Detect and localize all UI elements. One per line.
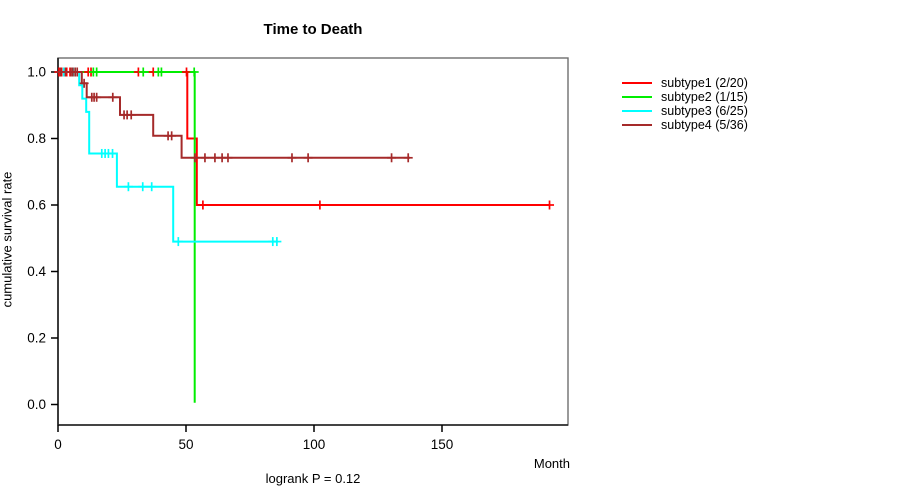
- legend-item-subtype1: subtype1 (2/20): [622, 76, 748, 90]
- logrank-annotation: logrank P = 0.12: [265, 471, 361, 486]
- legend-item-subtype2: subtype2 (1/15): [622, 90, 748, 104]
- legend: subtype1 (2/20) subtype2 (1/15) subtype3…: [622, 76, 748, 132]
- y-axis-title: cumulative survival rate: [0, 171, 15, 308]
- y-tick-label: 0.8: [27, 131, 46, 146]
- legend-item-subtype4: subtype4 (5/36): [622, 118, 748, 132]
- y-tick-label: 0.2: [27, 331, 46, 346]
- series-subtype4-curve: [58, 71, 410, 159]
- legend-label: subtype3 (6/25): [661, 104, 748, 118]
- y-tick-label: 0.6: [27, 198, 46, 213]
- y-tick-label: 0.4: [27, 264, 46, 279]
- x-tick-label: 50: [178, 437, 193, 452]
- x-axis-title: Month: [533, 456, 570, 471]
- legend-line-swatch: [622, 96, 652, 98]
- x-tick-label: 0: [54, 437, 62, 452]
- legend-item-subtype3: subtype3 (6/25): [622, 104, 748, 118]
- legend-line-swatch: [622, 124, 652, 126]
- legend-label: subtype1 (2/20): [661, 76, 748, 90]
- legend-line-swatch: [622, 110, 652, 112]
- chart-title: Time to Death: [263, 21, 363, 38]
- x-tick-label: 100: [303, 437, 326, 452]
- y-tick-label: 0.0: [27, 397, 46, 412]
- x-tick-label: 150: [431, 437, 454, 452]
- legend-line-swatch: [622, 82, 652, 84]
- series-subtype3-curve: [58, 71, 278, 243]
- y-tick-label: 1.0: [27, 65, 46, 80]
- legend-label: subtype4 (5/36): [661, 118, 748, 132]
- series-subtype1-curve: [58, 71, 550, 206]
- legend-label: subtype2 (1/15): [661, 90, 748, 104]
- plot-box: [57, 57, 569, 426]
